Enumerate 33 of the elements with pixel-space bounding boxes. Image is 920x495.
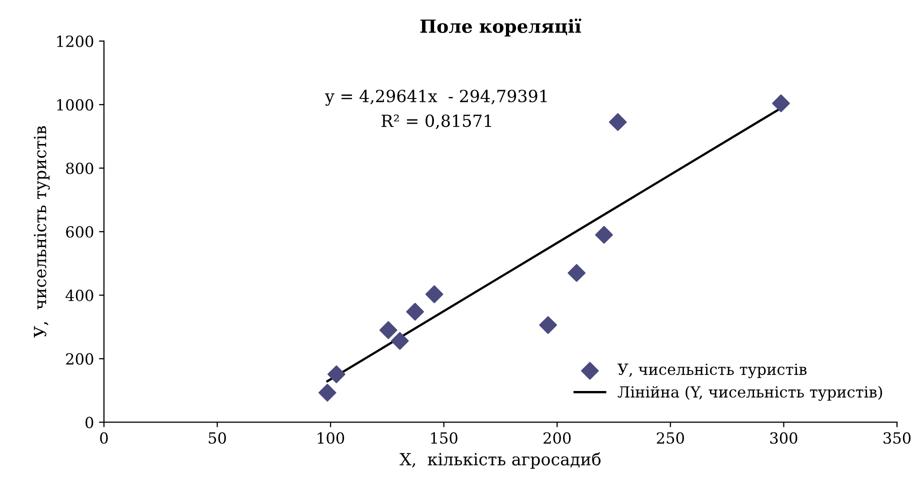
point (328, 365, 346, 384)
annotation: y = 4,29641x - 294,79391 (325, 90, 547, 106)
point (406, 302, 424, 321)
point (772, 94, 790, 112)
y-tick-label: 800 (66, 162, 94, 174)
point (379, 321, 398, 340)
y-tick-label: 400 (66, 290, 94, 302)
x-tick-label: 150 (431, 432, 458, 444)
x-tick-label: 0 (100, 432, 108, 444)
point (608, 113, 627, 131)
point (318, 384, 336, 402)
y-tick-label: 1200 (57, 36, 94, 48)
y-tick-label: 600 (66, 226, 94, 238)
y-axis-title: У, чисельність туристів (34, 126, 50, 338)
x-axis-title: X, кількість агросадиб (400, 452, 601, 469)
point (568, 264, 586, 282)
x-tick-label: 250 (656, 432, 684, 444)
point (539, 316, 557, 334)
y-tick-label: 1000 (57, 99, 94, 111)
x-tick-label: 350 (884, 432, 911, 444)
point (425, 285, 444, 304)
x-tick-label: 100 (318, 432, 344, 444)
y-tick-label: 200 (66, 353, 94, 365)
legend-label: Лінійна (Y, чисельність туристів) (618, 386, 882, 401)
x-tick-label: 200 (544, 432, 571, 444)
x-tick-label: 300 (770, 432, 798, 444)
legend-label: У, чисельність туристів (618, 364, 807, 378)
point (390, 332, 409, 350)
y-tick-label: 0 (86, 416, 94, 428)
x-tick-label: 50 (208, 432, 226, 444)
point (595, 226, 613, 244)
chart-title: Поле кореляції (420, 18, 582, 37)
annotation: R² = 0,81571 (382, 114, 492, 130)
